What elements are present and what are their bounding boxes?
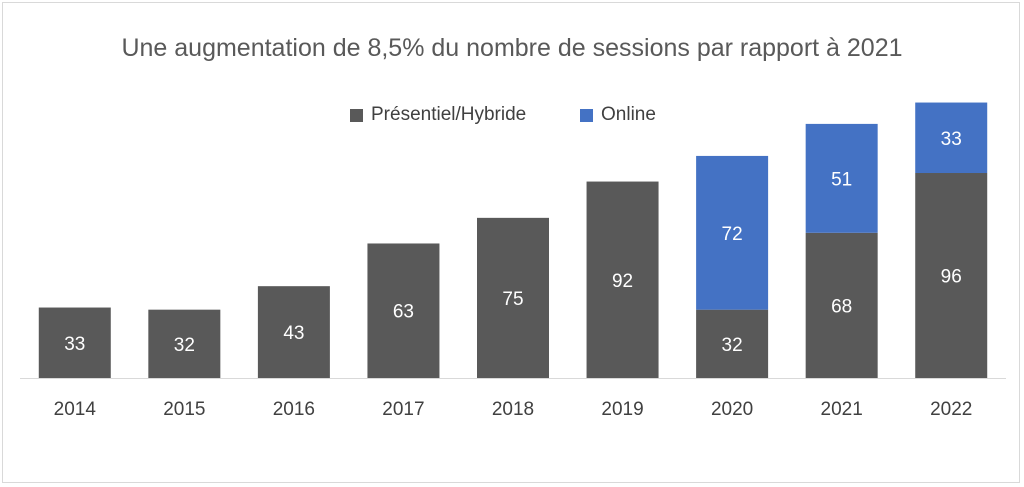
- legend-item-online: Online: [580, 104, 656, 126]
- data-label-presentiel-2018: 75: [502, 289, 523, 310]
- data-label-presentiel-2021: 68: [831, 296, 852, 317]
- x-tick-label-2021: 2021: [821, 399, 863, 420]
- data-label-presentiel-2015: 32: [174, 335, 195, 356]
- data-label-presentiel-2014: 33: [64, 334, 85, 355]
- data-label-presentiel-2019: 92: [612, 271, 633, 292]
- data-label-presentiel-2017: 63: [393, 302, 414, 323]
- legend-label-presentiel: Présentiel/Hybride: [371, 104, 527, 125]
- bar-presentiel-2020: [696, 309, 769, 378]
- bar-presentiel-2021: [805, 232, 878, 378]
- x-tick-label-2022: 2022: [930, 399, 972, 420]
- bar-presentiel-2016: [257, 286, 330, 378]
- x-tick-label-2014: 2014: [54, 399, 97, 420]
- bar-presentiel-2015: [148, 309, 221, 378]
- bar-presentiel-2018: [477, 217, 549, 378]
- data-label-presentiel-2022: 96: [941, 267, 962, 288]
- legend-item-presentiel: Présentiel/Hybride: [350, 104, 526, 126]
- x-tick-label-2020: 2020: [711, 399, 753, 420]
- data-label-online-2021: 51: [831, 169, 852, 190]
- bar-online-2021: [805, 123, 878, 233]
- data-label-presentiel-2016: 43: [283, 323, 304, 344]
- data-label-online-2020: 72: [722, 224, 743, 245]
- bar-presentiel-2017: [367, 243, 440, 378]
- legend-swatch-presentiel: [350, 108, 363, 122]
- x-tick-label-2019: 2019: [601, 399, 643, 420]
- bar-presentiel-2019: [586, 181, 659, 378]
- legend: Présentiel/Hybride Online: [0, 104, 1024, 128]
- x-tick-label-2015: 2015: [163, 399, 205, 420]
- x-tick-label-2017: 2017: [382, 399, 424, 420]
- data-label-presentiel-2020: 32: [722, 335, 743, 356]
- x-tick-label-2016: 2016: [273, 399, 315, 420]
- bar-presentiel-2022: [915, 173, 988, 378]
- data-label-online-2022: 33: [941, 129, 962, 150]
- x-tick-label-2018: 2018: [492, 399, 534, 420]
- bar-presentiel-2014: [38, 307, 111, 378]
- legend-swatch-online: [580, 108, 593, 122]
- bar-online-2020: [696, 155, 769, 310]
- chart-title: Une augmentation de 8,5% du nombre de se…: [121, 34, 903, 62]
- legend-label-online: Online: [601, 104, 656, 125]
- bar-online-2022: [915, 102, 988, 174]
